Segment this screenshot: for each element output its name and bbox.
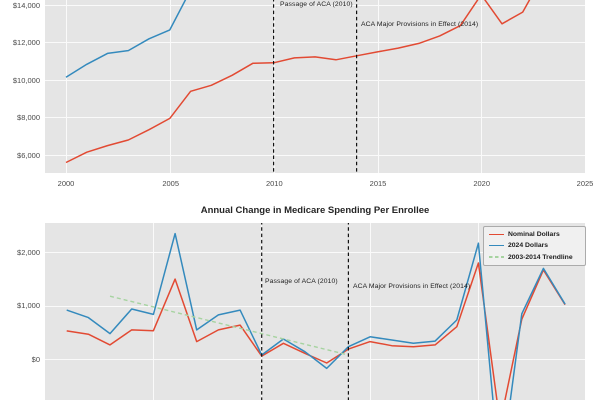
legend-item-nominal: Nominal Dollars [489,231,585,238]
top-chart-plot-area [45,0,585,173]
y-tick-6000: $6,000 [17,150,40,160]
y-tick-2000: $2,000 [17,247,40,257]
gridline [45,306,585,308]
gridline [45,42,585,43]
x-tick-2025: 2025 [576,179,594,188]
annotation-aca-passage-top: Passage of ACA (2010) [280,1,353,8]
x-tick-2020: 2020 [473,179,491,188]
annotation-aca-provisions-top: ACA Major Provisions in Effect (2014) [361,21,479,28]
y-tick-10000: $10,000 [12,75,40,85]
y-tick-14000: $14,000 [12,0,40,10]
bottom-chart-lines [66,223,566,400]
x-tick-2010: 2010 [265,179,283,188]
gridline [65,0,67,173]
gridline [377,0,379,173]
legend-label-2024-dollars: 2024 Dollars [508,242,549,250]
gridline [45,117,585,118]
2024-dollars-line-swatch [489,245,504,247]
legend-label-trendline: 2003-2014 Trendline [508,253,573,261]
legend-label-nominal: Nominal Dollars [508,231,560,239]
legend-item-trendline: 2003-2014 Trendline [489,254,585,261]
gridline [152,223,154,400]
gridline [45,4,585,6]
legend: Nominal Dollars 2024 Dollars 2003-2014 T… [483,226,586,266]
gridline [481,0,483,173]
y-tick-0: $0 [31,354,40,364]
bottom-chart-plot-area [45,223,585,400]
top-chart-lines [65,0,531,173]
y-tick-8000: $8,000 [17,113,40,122]
y-tick-1000: $1,000 [17,301,40,311]
gridline [45,252,585,254]
gridline [369,223,371,400]
annotation-aca-provisions-bottom: ACA Major Provisions in Effect (2014) [353,283,471,290]
nominal-line-swatch [489,234,504,236]
gridline [45,154,585,156]
gridline [45,79,585,81]
legend-item-2024-dollars: 2024 Dollars [489,242,585,249]
x-tick-2000: 2000 [57,179,75,188]
gridline [170,0,172,173]
gridline [273,0,275,173]
trendline-swatch [489,256,504,259]
annotation-aca-passage-bottom: Passage of ACA (2010) [265,278,338,285]
y-tick-12000: $12,000 [12,38,40,47]
x-tick-2015: 2015 [369,179,387,188]
x-tick-2005: 2005 [162,179,180,188]
gridline [477,223,479,400]
bottom-chart-title: Annual Change in Medicare Spending Per E… [200,205,430,216]
gridline [584,0,585,173]
